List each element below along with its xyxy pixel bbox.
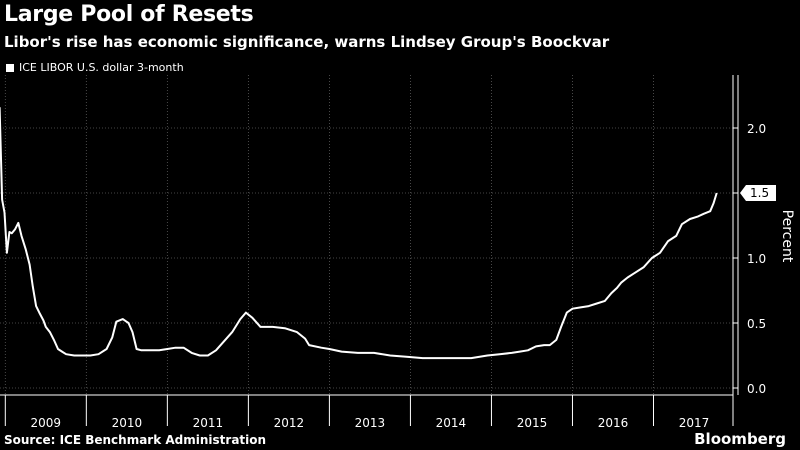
x-tick-label: 2014 <box>436 416 467 430</box>
chart-title: Large Pool of Resets <box>4 2 254 27</box>
x-tick-label: 2016 <box>598 416 629 430</box>
x-tick-label: 2017 <box>679 416 710 430</box>
legend-swatch <box>6 63 14 72</box>
y-tick-label: 2.0 <box>747 122 766 136</box>
legend-label: ICE LIBOR U.S. dollar 3-month <box>19 61 184 74</box>
last-value-tag <box>740 185 776 201</box>
x-tick-label: 2012 <box>274 416 305 430</box>
bloomberg-logo: Bloomberg <box>694 430 786 448</box>
source-note: Source: ICE Benchmark Administration <box>4 433 267 447</box>
x-tick-label: 2009 <box>31 416 62 430</box>
y-tick-label: 0.5 <box>747 317 766 331</box>
last-value-label: 1.5 <box>750 186 769 200</box>
chart-subtitle: Libor's rise has economic significance, … <box>4 33 610 51</box>
y-tick-label: 1.0 <box>747 252 766 266</box>
x-tick-label: 2015 <box>517 416 548 430</box>
y-axis-title: Percent <box>779 210 795 263</box>
series-line <box>0 107 718 360</box>
x-tick-label: 2013 <box>355 416 386 430</box>
y-tick-label: 0.0 <box>747 382 766 396</box>
legend: ICE LIBOR U.S. dollar 3-month <box>6 61 184 74</box>
x-tick-label: 2010 <box>112 416 143 430</box>
x-tick-label: 2011 <box>193 416 224 430</box>
